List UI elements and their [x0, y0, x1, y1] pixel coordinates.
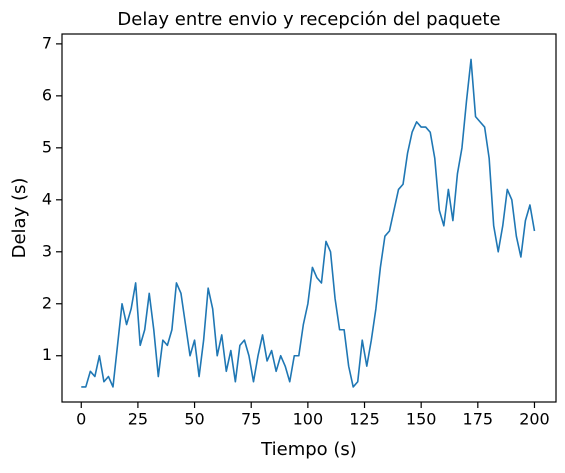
y-tick-label: 2 — [42, 293, 52, 312]
x-tick-label: 200 — [519, 410, 550, 429]
y-axis-label: Delay (s) — [9, 178, 30, 259]
x-tick-label: 100 — [293, 410, 324, 429]
x-tick-label: 75 — [241, 410, 261, 429]
x-tick-label: 50 — [184, 410, 204, 429]
chart-title: Delay entre envio y recepción del paquet… — [117, 9, 500, 30]
y-tick-label: 4 — [42, 189, 52, 208]
x-tick-label: 25 — [128, 410, 148, 429]
y-tick-label: 5 — [42, 137, 52, 156]
y-tick-label: 3 — [42, 241, 52, 260]
x-tick-label: 125 — [349, 410, 380, 429]
x-tick-label: 150 — [406, 410, 437, 429]
data-line — [81, 58, 536, 388]
x-axis-label: Tiempo (s) — [260, 439, 357, 460]
x-tick-label: 0 — [76, 410, 86, 429]
y-tick-label: 1 — [42, 345, 52, 364]
y-tick-label: 6 — [42, 85, 52, 104]
x-tick-label: 175 — [463, 410, 494, 429]
y-tick-label: 7 — [42, 33, 52, 52]
plot-frame — [61, 33, 557, 403]
